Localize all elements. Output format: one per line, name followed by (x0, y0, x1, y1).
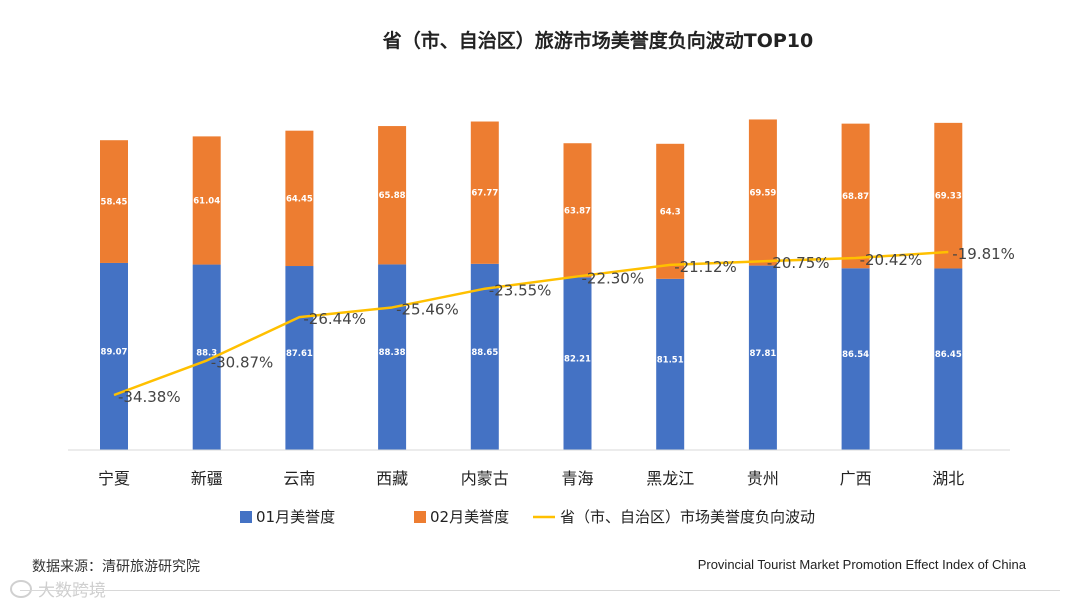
watermark-text: 大数跨境 (38, 581, 106, 601)
data-label-01-8: 86.54 (842, 350, 869, 360)
data-label-01-6: 81.51 (657, 355, 684, 365)
bar-01-6 (656, 278, 685, 450)
bar-01-8 (841, 268, 870, 450)
bar-02-3 (378, 126, 407, 265)
data-label-02-2: 64.45 (286, 194, 313, 204)
line-label-7: -20.75% (767, 254, 830, 272)
bar-02-6 (656, 143, 685, 279)
data-label-01-0: 89.07 (101, 347, 128, 357)
legend-label-2: 省（市、自治区）市场美誉度负向波动 (560, 508, 815, 526)
data-label-01-9: 86.45 (935, 350, 962, 360)
bar-02-5 (563, 143, 592, 278)
line-label-2: -26.44% (303, 310, 366, 328)
x-tick-label-8: 广西 (840, 469, 872, 488)
bar-01-2 (285, 266, 314, 450)
x-tick-label-2: 云南 (283, 469, 315, 488)
bar-02-8 (841, 123, 870, 269)
data-label-02-8: 68.87 (842, 192, 869, 202)
line-label-0: -34.38% (118, 388, 181, 406)
bar-01-7 (748, 265, 777, 450)
data-label-02-0: 58.45 (101, 198, 128, 208)
bars-layer: 89.07 58.45 88.3 61.04 87.61 64.45 88.38 65.88 8… (100, 119, 963, 450)
bar-02-4 (470, 121, 499, 264)
data-label-02-3: 65.88 (379, 191, 406, 201)
data-label-02-4: 67.77 (471, 189, 498, 199)
bar-01-5 (563, 277, 592, 450)
data-label-01-2: 87.61 (286, 349, 313, 359)
legend-label-1: 02月美誉度 (430, 508, 509, 526)
data-label-02-9: 69.33 (935, 192, 962, 202)
data-label-01-1: 88.3 (196, 348, 217, 358)
line-label-5: -22.30% (582, 269, 645, 287)
x-tick-label-1: 新疆 (191, 469, 223, 488)
bar-01-0 (100, 262, 128, 450)
bar-02-7 (748, 119, 777, 266)
bar-02-1 (192, 136, 221, 265)
bottom-divider (20, 590, 1060, 591)
bar-02-9 (934, 122, 963, 269)
line-label-3: -25.46% (396, 300, 459, 318)
x-tick-label-9: 湖北 (932, 469, 964, 488)
chart-title: 省（市、自治区）旅游市场美誉度负向波动TOP10 (382, 29, 813, 52)
legend-label-0: 01月美誉度 (256, 508, 335, 526)
data-label-02-6: 64.3 (660, 207, 681, 217)
line-label-6: -21.12% (674, 258, 737, 276)
data-label-02-1: 61.04 (193, 196, 220, 206)
bar-02-0 (100, 140, 128, 263)
x-axis-tick-labels: 宁夏 新疆 云南 西藏 内蒙古 青海 黑龙江 贵州 广西 湖北 (98, 469, 964, 488)
line-layer: -34.38% -30.87% -26.44% -25.46% -23.55% -22.3… (113, 245, 1015, 406)
english-subtitle: Provincial Tourist Market Promotion Effe… (697, 557, 1026, 572)
bar-01-4 (470, 263, 499, 450)
x-tick-label-7: 贵州 (747, 469, 779, 488)
x-tick-label-5: 青海 (561, 469, 593, 488)
data-label-01-4: 88.65 (471, 348, 498, 358)
bar-01-3 (378, 264, 407, 450)
x-tick-label-6: 黑龙江 (646, 469, 694, 488)
legend-swatch-1 (414, 511, 426, 523)
trend-line (113, 250, 949, 397)
legend: 01月美誉度 02月美誉度 省（市、自治区）市场美誉度负向波动 (240, 508, 815, 526)
x-tick-label-0: 宁夏 (98, 469, 130, 488)
bar-01-9 (934, 268, 963, 450)
legend-swatch-0 (240, 511, 252, 523)
line-label-8: -20.42% (860, 251, 923, 269)
x-tick-label-4: 内蒙古 (461, 469, 509, 488)
watermark: 大数跨境 (10, 576, 106, 601)
data-label-01-5: 82.21 (564, 355, 591, 365)
line-label-9: -19.81% (952, 245, 1015, 263)
x-tick-label-3: 西藏 (376, 469, 408, 488)
data-label-01-7: 87.81 (749, 349, 776, 359)
bar-02-2 (285, 130, 314, 267)
line-label-1: -30.87% (211, 354, 274, 372)
data-label-02-7: 69.59 (749, 189, 776, 199)
data-source: 数据来源：清研旅游研究院 (32, 559, 200, 575)
line-label-4: -23.55% (489, 282, 552, 300)
data-label-01-3: 88.38 (379, 348, 406, 358)
watermark-logo-icon (10, 579, 32, 598)
data-label-02-5: 63.87 (564, 206, 591, 216)
